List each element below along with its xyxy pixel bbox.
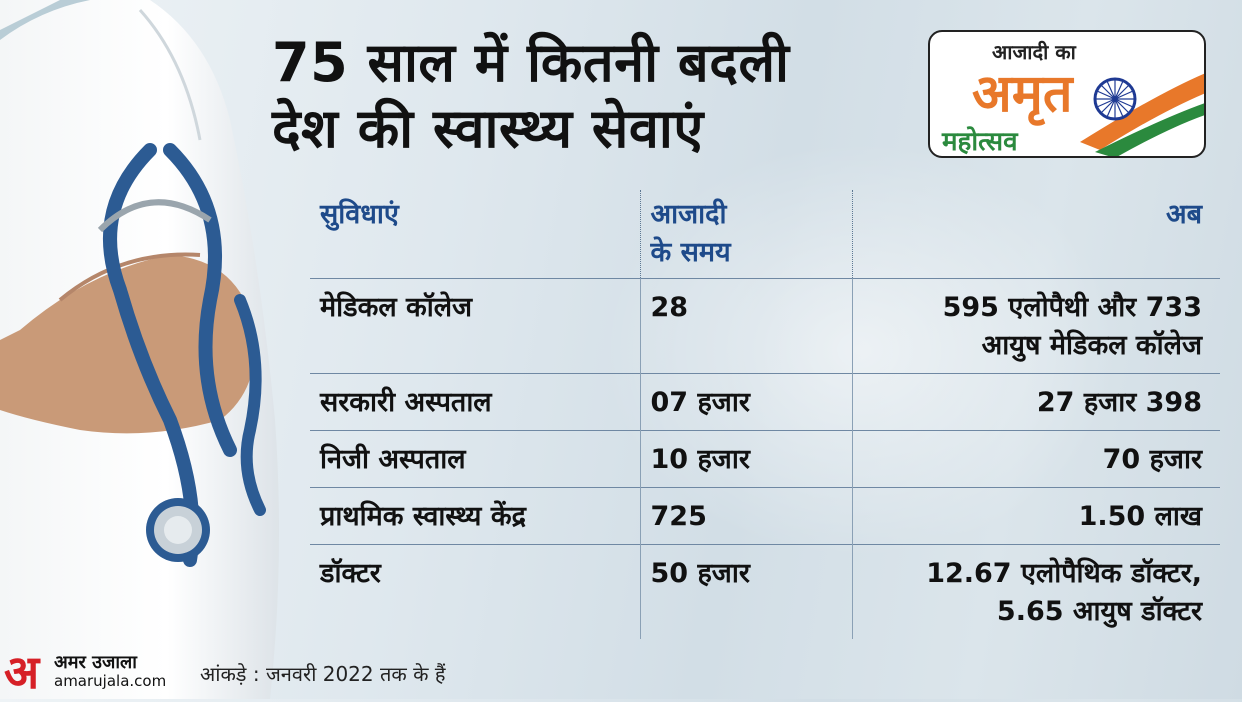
brand-url: amarujala.com [54,672,167,690]
column-header-at-independence: आजादी के समय [639,190,853,279]
table-cell: 1.50 लाख [1078,501,1202,532]
logo-text-azadi-ka: आजादी का [992,40,1076,64]
table-cell: सरकारी अस्पताल [320,387,492,418]
table-row: मेडिकल कॉलेज 28 595 एलोपैथी और 733 आयुष … [310,278,1220,374]
table-row: प्राथमिक स्वास्थ्य केंद्र 725 1.50 लाख [310,487,1220,545]
azadi-ka-amrit-mahotsav-logo: आजादी का अमृत महोत्सव [928,30,1206,158]
table-cell: प्राथमिक स्वास्थ्य केंद्र [320,501,526,532]
table-cell: निजी अस्पताल [320,444,466,475]
brand-name: अमर उजाला [54,652,137,673]
table-cell: 50 हजार [639,544,853,639]
title-line-1: 75 साल में कितनी बदली [272,31,790,94]
table-header-row: सुविधाएं आजादी के समय अब [310,190,1220,279]
table-cell: मेडिकल कॉलेज [320,292,473,323]
table-row: निजी अस्पताल 10 हजार 70 हजार [310,430,1220,488]
table-row: डॉक्टर 50 हजार 12.67 एलोपैथिक डॉक्टर, 5.… [310,544,1220,639]
amar-ujala-brand: अ अमर उजाला amarujala.com [4,645,179,699]
table-row: सरकारी अस्पताल 07 हजार 27 हजार 398 [310,373,1220,431]
table-cell: 07 हजार [639,373,853,431]
tricolor-swoosh-icon [1080,73,1204,156]
data-source-note: आंकड़े : जनवरी 2022 तक के हैं [200,662,446,686]
table-cell: 12.67 एलोपैथिक डॉक्टर, 5.65 आयुष डॉक्टर [926,558,1202,627]
table-cell: डॉक्टर [320,558,381,589]
table-cell: 725 [639,487,853,545]
logo-text-mahotsav: महोत्सव [942,127,1018,157]
health-services-comparison-table: सुविधाएं आजादी के समय अब मेडिकल कॉलेज 28… [310,190,1220,639]
doctor-with-stethoscope-image [0,0,279,699]
ashoka-chakra-icon [1093,77,1137,121]
table-cell: 28 [639,278,853,374]
column-header-now: अब [1165,199,1202,230]
table-cell: 27 हजार 398 [1036,387,1202,418]
amar-ujala-logo-glyph: अ [4,645,40,699]
page-title: 75 साल में कितनी बदली देश की स्वास्थ्य स… [272,30,790,162]
column-header-facilities: सुविधाएं [320,199,399,230]
table-cell: 70 हजार [1102,444,1202,475]
title-line-2: देश की स्वास्थ्य सेवाएं [272,97,704,160]
table-cell: 10 हजार [639,430,853,488]
table-cell: 595 एलोपैथी और 733 आयुष मेडिकल कॉलेज [942,292,1202,361]
logo-text-amrit: अमृत [972,63,1073,124]
